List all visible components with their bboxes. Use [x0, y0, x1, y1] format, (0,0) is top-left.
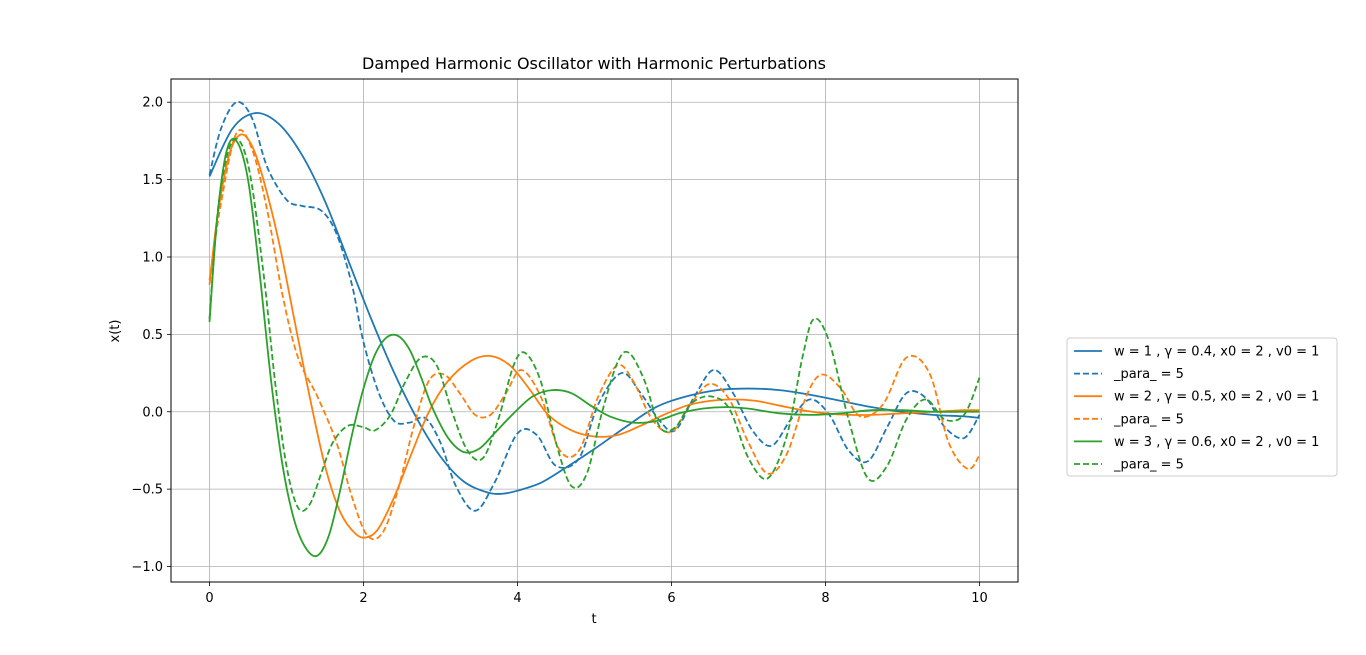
y-tick-label: 1.5 [142, 173, 163, 188]
y-tick-label: 0.0 [142, 405, 163, 420]
y-tick-label: −0.5 [131, 483, 163, 498]
x-tick-label: 10 [971, 591, 988, 606]
series-line-4 [208, 129, 981, 541]
series-line-3 [208, 133, 980, 539]
x-tick-label: 6 [667, 591, 675, 606]
y-tick-label: 1.0 [142, 250, 163, 265]
plot-frame [170, 78, 1019, 583]
x-tick-label: 4 [513, 591, 521, 606]
x-axis-label: t [591, 612, 596, 627]
y-axis-label: x(t) [108, 320, 123, 343]
plot-lines [208, 101, 981, 558]
legend-label-5: w = 3 , γ = 0.6, x0 = 2 , v0 = 1 [1114, 435, 1319, 450]
series-line-5 [208, 137, 980, 558]
series-line-1 [208, 112, 980, 495]
y-tick-label: −1.0 [131, 560, 163, 575]
legend-label-3: w = 2 , γ = 0.5, x0 = 2 , v0 = 1 [1114, 390, 1319, 405]
x-tick-label: 0 [205, 591, 213, 606]
x-tick-label: 2 [359, 591, 367, 606]
chart-title: Damped Harmonic Oscillator with Harmonic… [362, 54, 826, 73]
axis-ticks: 0 2 4 6 8 10 −1.0 −0.5 0.0 0.5 1.0 1.5 2.0 [131, 96, 987, 606]
series-line-2 [208, 101, 981, 512]
legend: w = 1 , γ = 0.4, x0 = 2 , v0 = 1 _para_ =… [1066, 337, 1338, 477]
legend-frame [1066, 337, 1338, 477]
legend-label-2: _para_ = 5 [1113, 367, 1184, 382]
y-tick-label: 0.5 [142, 328, 163, 343]
legend-label-1: w = 1 , γ = 0.4, x0 = 2 , v0 = 1 [1114, 345, 1319, 360]
y-tick-label: 2.0 [142, 96, 163, 111]
legend-label-4: _para_ = 5 [1113, 412, 1184, 427]
x-tick-label: 8 [821, 591, 829, 606]
legend-label-6: _para_ = 5 [1113, 458, 1184, 473]
